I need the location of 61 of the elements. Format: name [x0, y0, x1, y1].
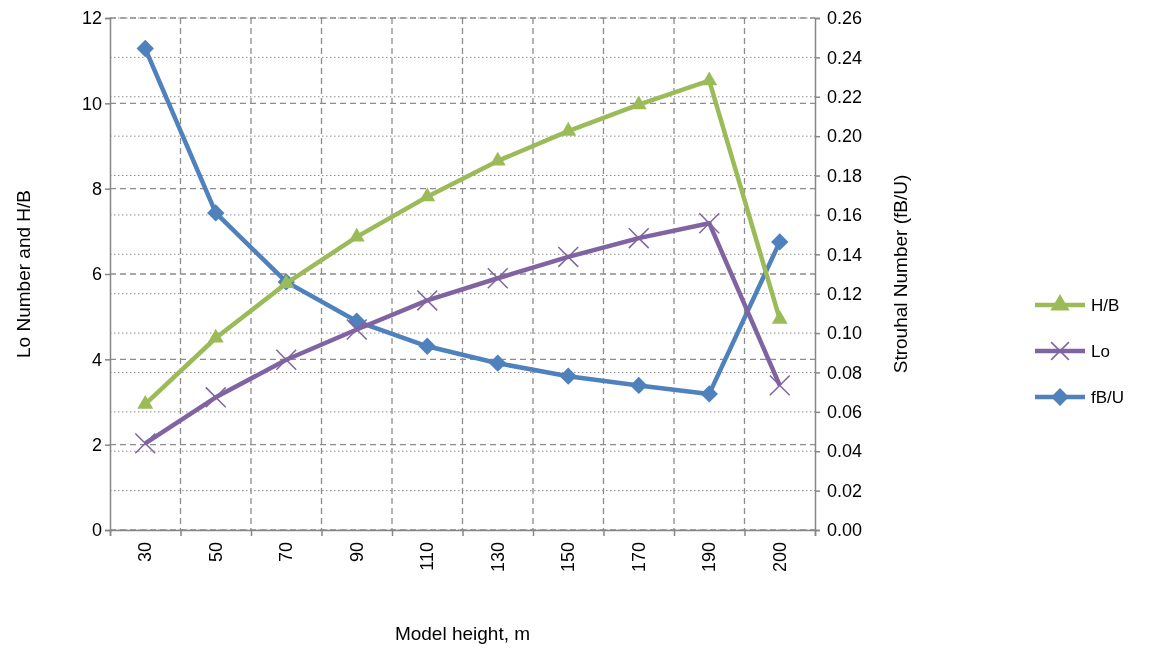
point: [771, 310, 788, 324]
y-tick-label: 12: [81, 8, 102, 29]
point: [134, 432, 156, 455]
point: [489, 354, 507, 372]
point: [557, 246, 579, 268]
y-axis-title: Lo Number and H/B: [13, 190, 34, 358]
legend-label: H/B: [1091, 296, 1120, 315]
y-tick-label: 4: [91, 349, 102, 370]
x-tick-label: 90: [346, 542, 367, 563]
y2-tick-label: 0.00: [827, 520, 863, 541]
point: [419, 187, 436, 202]
point: [275, 349, 297, 371]
y2-tick-label: 0.10: [827, 323, 863, 344]
x-tick-label: 170: [628, 542, 649, 573]
point: [348, 227, 365, 242]
y-tick-label: 2: [91, 434, 102, 455]
y2-tick-label: 0.20: [827, 126, 863, 147]
y2-tick-label: 0.22: [827, 87, 863, 108]
x-axis-title: Model height, m: [394, 623, 531, 644]
y2-tick-label: 0.24: [827, 47, 863, 68]
y2-tick-label: 0.16: [827, 205, 863, 226]
point: [207, 328, 224, 343]
point: [701, 71, 718, 86]
x-tick-label: 190: [699, 542, 720, 573]
y2-tick-label: 0.14: [827, 244, 863, 265]
y2-tick-label: 0.02: [827, 480, 863, 501]
point: [630, 376, 648, 395]
y2-tick-label: 0.04: [827, 441, 863, 462]
x-tick-label: 70: [276, 542, 297, 563]
point: [700, 385, 718, 403]
y2-tick-label: 0.06: [827, 402, 863, 423]
point: [698, 212, 720, 234]
point: [205, 386, 227, 408]
x-tick-label: 110: [417, 542, 438, 571]
point: [207, 204, 225, 222]
point: [416, 289, 438, 312]
y2-axis-title: Strouhal Number (fB/U): [890, 174, 911, 374]
y2-tick-label: 0.26: [827, 8, 863, 29]
y2-tick-label: 0.08: [827, 362, 863, 383]
x-tick-label: 200: [769, 542, 790, 573]
y2-tick-label: 0.12: [827, 283, 863, 304]
y-tick-label: 10: [81, 93, 102, 114]
point: [418, 337, 436, 355]
y2-tick-label: 0.18: [827, 165, 863, 186]
x-tick-label: 50: [205, 542, 226, 563]
x-tick-label: 30: [135, 542, 156, 563]
legend-label: Lo: [1091, 342, 1110, 361]
point: [630, 95, 647, 110]
y-tick-label: 6: [91, 264, 102, 285]
point: [628, 227, 650, 249]
y-tick-label: 0: [91, 520, 102, 541]
point: [559, 367, 577, 385]
legend-label: fB/U: [1091, 388, 1125, 407]
point: [487, 267, 509, 289]
x-tick-label: 150: [558, 542, 579, 573]
y-tick-label: 8: [91, 178, 102, 199]
point: [346, 318, 368, 341]
point: [136, 39, 154, 58]
x-tick-label: 130: [487, 542, 508, 573]
point: [769, 374, 791, 397]
point: [771, 233, 789, 251]
